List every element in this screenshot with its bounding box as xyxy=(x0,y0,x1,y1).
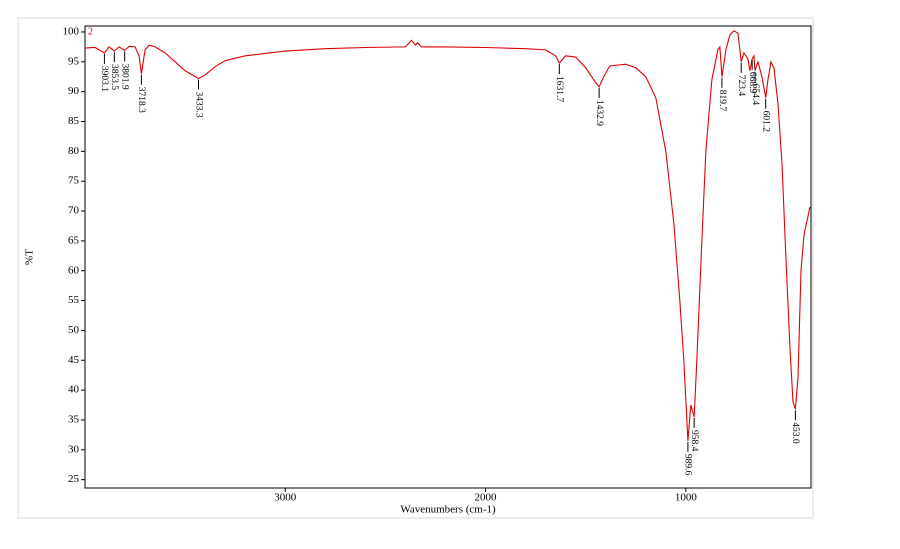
peak-label: 453.0 xyxy=(790,422,800,444)
y-tick-label: 35 xyxy=(68,413,80,425)
peak-label: 989.6 xyxy=(683,454,693,476)
y-tick-label: 100 xyxy=(63,26,80,38)
y-tick-label: 95 xyxy=(68,55,80,67)
y-tick-label: 75 xyxy=(68,175,80,187)
peak-label: 601.2 xyxy=(761,111,771,133)
y-tick-label: 45 xyxy=(68,354,80,366)
peak-label: 958.4 xyxy=(689,430,699,452)
peak-label: 668.9 xyxy=(747,72,757,94)
peak-label: 3433.3 xyxy=(193,92,203,118)
y-tick-label: 55 xyxy=(68,294,80,306)
peak-label: 3801.9 xyxy=(119,63,129,89)
y-tick-label: 50 xyxy=(68,324,80,336)
y-tick-label: 90 xyxy=(68,85,80,97)
spectrum-line xyxy=(84,30,811,441)
plot-area xyxy=(84,25,812,489)
peak-label: 654.4 xyxy=(750,84,760,106)
x-tick-label: 1000 xyxy=(675,492,698,504)
peak-label: 3718.3 xyxy=(136,87,146,113)
x-axis-label: Wavenumbers (cm-1) xyxy=(400,504,496,516)
peak-label: 1631.7 xyxy=(554,76,564,102)
y-tick-label: 85 xyxy=(68,115,80,127)
peak-label: 819.7 xyxy=(717,90,727,112)
y-tick-label: 60 xyxy=(68,264,80,276)
peak-label: 1432.9 xyxy=(594,100,604,126)
peak-label: 3853.5 xyxy=(109,64,119,90)
x-tick-label: 3000 xyxy=(274,492,297,504)
y-tick-label: 65 xyxy=(68,234,80,246)
peak-label: 3903.1 xyxy=(99,66,109,92)
y-tick-label: 70 xyxy=(68,205,80,217)
y-tick-label: 80 xyxy=(68,145,80,157)
frame xyxy=(17,17,814,519)
y-tick-label: 30 xyxy=(68,443,80,455)
peak-label: 723.4 xyxy=(736,75,746,97)
y-axis-label: %T xyxy=(24,249,36,265)
series-label: 2 xyxy=(88,26,93,37)
x-tick-label: 2000 xyxy=(475,492,498,504)
y-tick-label: 25 xyxy=(68,473,80,485)
y-tick-label: 40 xyxy=(68,384,80,396)
